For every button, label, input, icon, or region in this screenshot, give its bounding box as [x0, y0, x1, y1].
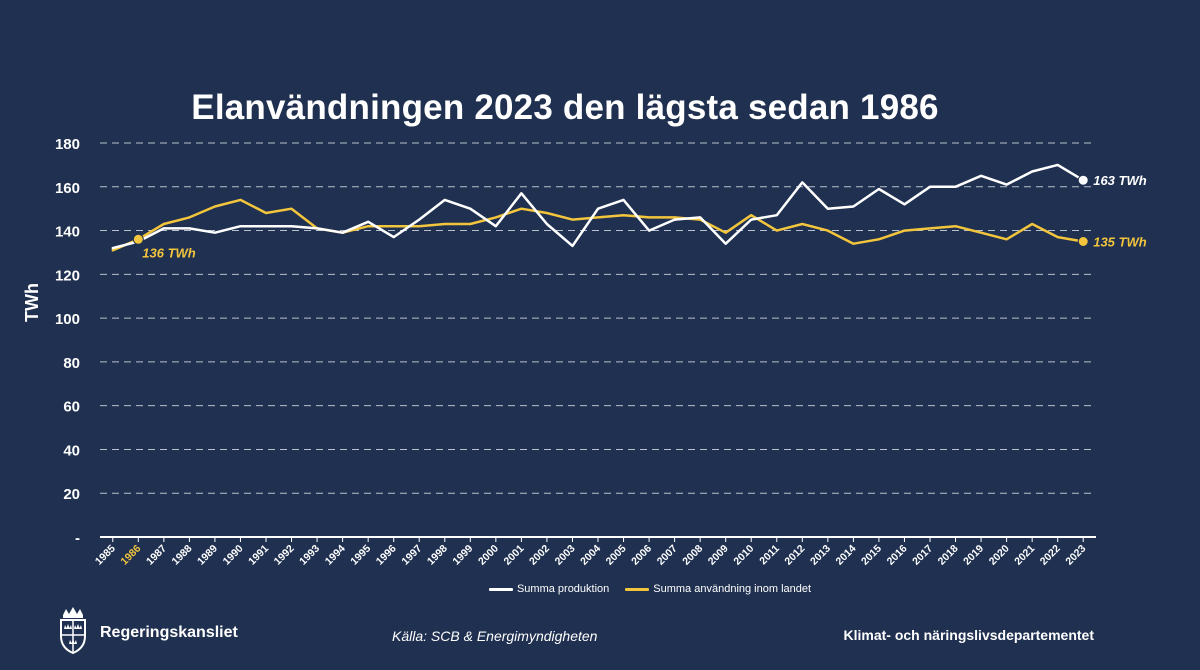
x-tick-label: 2007 — [655, 543, 680, 568]
x-tick-label: 2020 — [987, 543, 1012, 568]
x-tick-label: 2009 — [706, 543, 731, 568]
x-tick-label: 2015 — [859, 543, 884, 568]
logo-text: Regeringskansliet — [100, 624, 238, 641]
y-tick-label: 80 — [63, 355, 80, 372]
x-tick-label: 2000 — [476, 543, 501, 568]
x-tick-label: 2016 — [885, 543, 910, 568]
y-tick-label: 40 — [63, 442, 80, 459]
x-tick-label: 1990 — [221, 543, 246, 568]
x-tick-label: 2021 — [1012, 543, 1037, 568]
x-tick-label: 2010 — [731, 543, 756, 568]
x-axis-ticks: 1985 1986 1987 1988 1989 1990 1991 1992 1993 1994… — [93, 537, 1088, 568]
chart-title: Elanvändningen 2023 den lägsta sedan 198… — [191, 88, 939, 127]
x-tick-label: 1988 — [170, 543, 195, 568]
y-tick-label: 160 — [55, 180, 80, 197]
x-tick-label: 1998 — [425, 543, 450, 568]
annotation-marker — [1077, 236, 1089, 247]
y-tick-label: 120 — [55, 267, 80, 284]
x-tick-label: 2017 — [910, 543, 935, 568]
x-tick-label: 1985 — [93, 543, 118, 568]
y-tick-label: 100 — [55, 311, 80, 328]
y-axis-ticks: - 20 40 60 80 100 120 140 160 180 — [55, 136, 80, 547]
legend-item-production: Summa produktion — [488, 583, 610, 595]
legend-swatch-consumption — [625, 587, 650, 591]
annotation-label: 163 TWh — [1093, 173, 1147, 188]
logo: Regeringskansliet — [56, 605, 238, 655]
annotation-label: 135 TWh — [1093, 235, 1147, 250]
footer: Regeringskansliet Källa: SCB & Energimyn… — [0, 603, 1200, 663]
source-note: Källa: SCB & Energimyndigheten — [392, 628, 598, 644]
x-tick-label: 2013 — [808, 543, 833, 568]
x-tick-label: 2018 — [936, 543, 961, 568]
x-tick-label: 1986 — [118, 543, 143, 568]
x-tick-label: 2023 — [1063, 543, 1088, 568]
y-tick-label: - — [75, 530, 80, 547]
x-tick-label: 1987 — [144, 543, 169, 568]
x-tick-label: 1993 — [297, 543, 322, 568]
y-tick-label: 140 — [55, 224, 80, 241]
series-markers — [132, 174, 1089, 247]
x-tick-label: 1994 — [323, 543, 348, 568]
x-tick-label: 1997 — [399, 543, 424, 568]
legend-label-production: Summa produktion — [516, 583, 610, 595]
y-tick-label: 180 — [55, 136, 80, 153]
x-tick-label: 2004 — [578, 543, 603, 568]
x-tick-label: 2003 — [553, 543, 578, 568]
y-tick-label: 60 — [63, 399, 80, 416]
x-tick-label: 1999 — [450, 543, 475, 568]
x-tick-label: 2002 — [527, 543, 552, 568]
y-tick-label: 20 — [63, 486, 80, 503]
annotation-marker — [132, 233, 144, 245]
x-tick-label: 2019 — [961, 543, 986, 568]
legend-label-consumption: Summa användning inom landet — [653, 583, 812, 595]
department-name: Klimat- och näringslivsdepartementet — [843, 627, 1094, 643]
series-line-consumption — [111, 198, 1085, 252]
annotation-marker — [1077, 174, 1089, 186]
x-tick-label: 2006 — [629, 543, 654, 568]
x-tick-label: 1991 — [246, 543, 271, 568]
series-line-production — [111, 163, 1085, 250]
gridlines — [100, 142, 1096, 538]
crown-emblem-icon — [60, 607, 86, 655]
annotations: 136 TWh 163 TWh 135 TWh — [142, 173, 1146, 260]
x-tick-label: 2014 — [834, 543, 859, 568]
series-lines — [111, 163, 1085, 252]
x-tick-label: 1989 — [195, 543, 220, 568]
legend-item-consumption: Summa användning inom landet — [625, 583, 811, 595]
x-tick-label: 2001 — [502, 543, 527, 568]
x-tick-label: 2008 — [680, 543, 705, 568]
x-tick-label: 2012 — [782, 543, 807, 568]
x-tick-label: 1996 — [374, 543, 399, 568]
x-tick-label: 2005 — [604, 543, 629, 568]
legend-swatch-production — [488, 587, 513, 591]
x-tick-label: 2022 — [1038, 543, 1063, 568]
legend: Summa produktion Summa användning inom l… — [0, 583, 1200, 595]
annotation-label: 136 TWh — [142, 245, 196, 260]
x-tick-label: 2011 — [757, 543, 782, 568]
x-tick-label: 1992 — [272, 543, 297, 568]
x-tick-label: 1995 — [348, 543, 373, 568]
